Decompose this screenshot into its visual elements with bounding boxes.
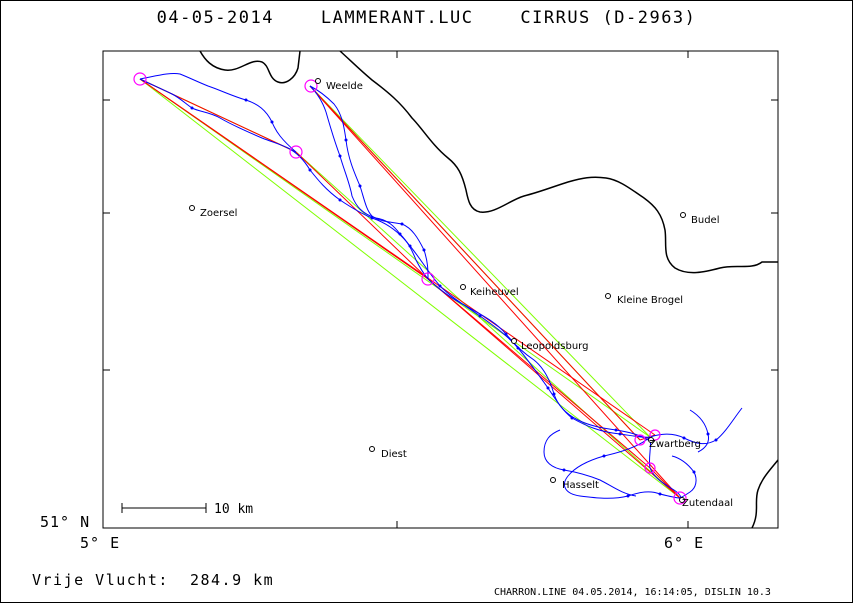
place-marker bbox=[679, 497, 685, 503]
longitude-label-right: 6° E bbox=[664, 534, 705, 552]
task-lines bbox=[139, 78, 681, 499]
map-ticks bbox=[102, 51, 778, 528]
place-marker bbox=[369, 446, 375, 452]
turnpoint-zwartberg-a bbox=[634, 434, 646, 446]
turnpoint-2 bbox=[289, 145, 303, 159]
border-nl-be-east bbox=[339, 50, 778, 274]
place-marker bbox=[511, 338, 517, 344]
longitude-label-left: 5° E bbox=[80, 534, 121, 552]
place-label-budel: Budel bbox=[691, 215, 719, 226]
turnpoints bbox=[133, 72, 687, 505]
border-nl-be-south bbox=[751, 459, 779, 529]
map-border bbox=[102, 50, 779, 529]
turnpoint-start bbox=[133, 72, 147, 86]
place-markers: Weelde Zoersel Budel Keiheuvel Kleine Br… bbox=[189, 78, 733, 509]
scale-bar-label: 10 km bbox=[214, 502, 253, 517]
place-marker bbox=[648, 437, 654, 443]
track-fixes bbox=[190, 98, 718, 498]
place-marker bbox=[189, 205, 195, 211]
border-nl-be-north bbox=[199, 50, 301, 84]
alt-route-lines bbox=[139, 78, 681, 499]
turnpoint-zwartberg-c bbox=[644, 462, 656, 474]
turnpoint-weelde bbox=[304, 79, 318, 93]
flight-title: 04-05-2014 LAMMERANT.LUC CIRRUS (D-2963) bbox=[156, 8, 697, 28]
scale-bar: 10 km bbox=[121, 502, 253, 517]
turnpoint-zwartberg-b bbox=[649, 429, 661, 441]
place-marker bbox=[680, 212, 686, 218]
place-marker bbox=[605, 293, 611, 299]
place-label-zoersel: Zoersel bbox=[200, 208, 237, 219]
border-lines bbox=[199, 50, 779, 529]
latitude-label: 51° N bbox=[40, 513, 91, 531]
place-marker bbox=[460, 284, 466, 290]
distance-label: Vrije Vlucht: 284.9 km bbox=[32, 571, 275, 589]
turnpoint-keiheuvel bbox=[421, 272, 435, 286]
place-marker bbox=[315, 78, 321, 84]
place-label-hasselt: Hasselt bbox=[562, 480, 599, 491]
software-credit: CHARRON.LINE 04.05.2014, 16:14:05, DISLI… bbox=[494, 587, 771, 598]
place-label-diest: Diest bbox=[381, 449, 407, 460]
place-label-leopoldsburg: Leopoldsburg bbox=[521, 341, 588, 352]
place-label-keiheuvel: Keiheuvel bbox=[470, 287, 519, 298]
place-label-zutendaal: Zutendaal bbox=[682, 498, 733, 509]
place-label-kleine-brogel: Kleine Brogel bbox=[617, 295, 683, 306]
place-label-weelde: Weelde bbox=[326, 81, 363, 92]
place-label-zwartberg: Zwartberg bbox=[649, 439, 701, 450]
turnpoint-zutendaal bbox=[673, 491, 687, 505]
place-marker bbox=[550, 477, 556, 483]
